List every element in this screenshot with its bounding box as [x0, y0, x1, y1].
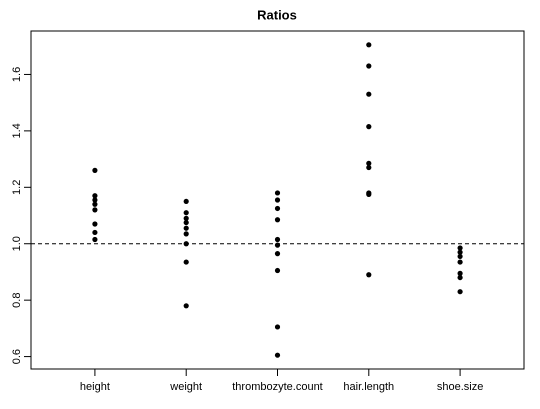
point [274, 251, 281, 257]
point [274, 236, 281, 243]
point [274, 242, 281, 248]
chart-title: Ratios [257, 7, 297, 22]
point [183, 303, 189, 309]
point [274, 217, 281, 223]
point [274, 324, 281, 330]
y-tick-label: 0.6 [11, 349, 23, 364]
y-tick-label: 0.8 [11, 293, 23, 308]
point [366, 124, 372, 130]
x-tick-label: thrombozyte.count [232, 381, 323, 393]
point [366, 191, 372, 197]
point [183, 225, 189, 231]
point [183, 259, 189, 265]
point [183, 210, 189, 216]
point [457, 259, 463, 265]
point [366, 91, 372, 97]
point [274, 205, 281, 212]
point [92, 229, 98, 236]
point [92, 236, 98, 243]
x-tick-label: weight [169, 381, 202, 393]
point [366, 42, 372, 48]
point [92, 193, 98, 199]
point [183, 215, 189, 221]
point [274, 267, 281, 274]
point [366, 63, 372, 69]
x-tick-label: height [80, 381, 110, 393]
y-tick-label: 1.4 [11, 123, 23, 138]
point [457, 270, 463, 276]
point [274, 352, 281, 358]
point [366, 164, 372, 171]
point [92, 207, 98, 213]
point [183, 231, 189, 237]
point [92, 221, 98, 227]
point [92, 197, 98, 203]
point [457, 245, 463, 251]
point [457, 249, 463, 255]
y-tick-label: 1.6 [11, 67, 23, 82]
point [183, 198, 189, 205]
point [274, 190, 281, 196]
point [366, 160, 372, 166]
point [366, 272, 372, 278]
point [457, 274, 463, 281]
y-tick-label: 1.0 [11, 236, 23, 251]
point [183, 219, 189, 226]
x-tick-label: hair.length [343, 381, 394, 393]
point [274, 197, 281, 203]
point [457, 253, 463, 260]
point [92, 201, 98, 207]
point [457, 289, 463, 295]
y-tick-label: 1.2 [11, 180, 23, 195]
x-tick-label: shoe.size [437, 381, 483, 393]
point [183, 241, 189, 247]
point [92, 167, 98, 173]
